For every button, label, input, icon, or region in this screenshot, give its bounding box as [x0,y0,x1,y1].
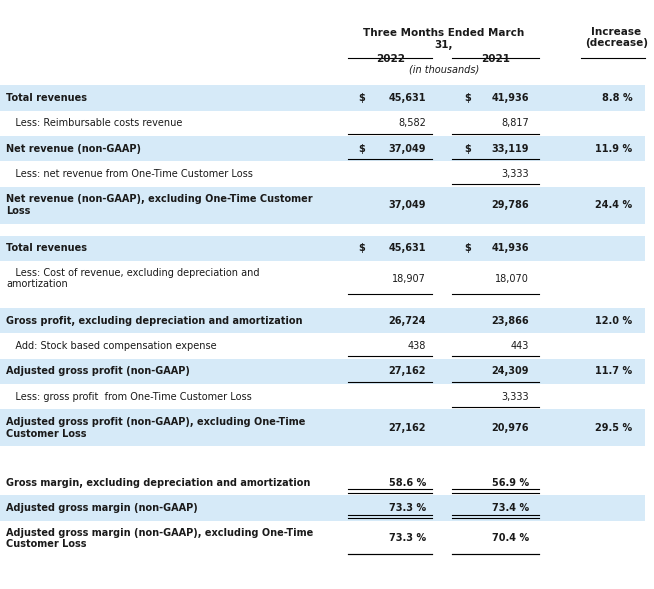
Text: 29.5 %: 29.5 % [595,423,632,433]
Text: $: $ [358,93,365,103]
Text: Less: net revenue from One-Time Customer Loss: Less: net revenue from One-Time Customer… [7,169,253,179]
Bar [0,111,645,136]
Text: Adjusted gross margin (non-GAAP): Adjusted gross margin (non-GAAP) [7,503,198,513]
Text: 27,162: 27,162 [388,423,426,433]
Bar [0,470,645,495]
Bar [0,296,645,308]
Bar [0,308,645,333]
Text: 3,333: 3,333 [502,169,529,179]
Text: Less: Cost of revenue, excluding depreciation and
amortization: Less: Cost of revenue, excluding depreci… [7,268,260,289]
Text: 8.8 %: 8.8 % [602,93,632,103]
Bar [0,224,645,236]
Text: $: $ [464,243,472,253]
Text: 26,724: 26,724 [388,316,426,326]
Text: Less: gross profit  from One-Time Customer Loss: Less: gross profit from One-Time Custome… [7,392,252,402]
Text: 8,582: 8,582 [398,118,426,128]
Text: Net revenue (non-GAAP): Net revenue (non-GAAP) [7,144,141,154]
Text: 3,333: 3,333 [502,392,529,402]
Text: Adjusted gross margin (non-GAAP), excluding One-Time
Customer Loss: Adjusted gross margin (non-GAAP), exclud… [7,528,314,549]
Text: $: $ [464,93,472,103]
Bar [0,85,645,111]
Bar [0,521,645,556]
Text: 41,936: 41,936 [492,243,529,253]
Text: 443: 443 [511,341,529,351]
Text: 45,631: 45,631 [388,93,426,103]
Text: 2021: 2021 [481,54,509,64]
Bar [0,384,645,409]
Bar [0,359,645,384]
Text: 37,049: 37,049 [388,200,426,210]
Bar [0,333,645,359]
Text: 73.3 %: 73.3 % [388,503,426,513]
Text: 45,631: 45,631 [388,243,426,253]
Text: Less: Reimbursable costs revenue: Less: Reimbursable costs revenue [7,118,183,128]
Text: 438: 438 [407,341,426,351]
Bar [0,409,645,446]
Text: Gross margin, excluding depreciation and amortization: Gross margin, excluding depreciation and… [7,478,311,488]
Bar [0,458,645,470]
Bar [0,236,645,261]
Text: 8,817: 8,817 [502,118,529,128]
Text: 37,049: 37,049 [388,144,426,154]
Text: Total revenues: Total revenues [7,93,88,103]
Text: Adjusted gross profit (non-GAAP): Adjusted gross profit (non-GAAP) [7,366,190,376]
Bar [0,495,645,521]
Text: Three Months Ended March
31,: Three Months Ended March 31, [363,28,525,50]
Text: Add: Stock based compensation expense: Add: Stock based compensation expense [7,341,217,351]
Text: Increase
(decrease): Increase (decrease) [585,27,647,48]
Text: 27,162: 27,162 [388,366,426,376]
Text: 58.6 %: 58.6 % [388,478,426,488]
Bar [0,446,645,458]
Text: $: $ [358,144,365,154]
Text: 20,976: 20,976 [492,423,529,433]
Bar [0,136,645,161]
Text: $: $ [358,243,365,253]
Text: 24.4 %: 24.4 % [595,200,632,210]
Bar [0,187,645,224]
Bar [0,161,645,187]
Text: 24,309: 24,309 [492,366,529,376]
Text: Adjusted gross profit (non-GAAP), excluding One-Time
Customer Loss: Adjusted gross profit (non-GAAP), exclud… [7,417,306,439]
Bar [0,18,645,85]
Text: 23,866: 23,866 [492,316,529,326]
Text: 33,119: 33,119 [492,144,529,154]
Text: 56.9 %: 56.9 % [492,478,529,488]
Text: (in thousands): (in thousands) [409,65,479,75]
Text: Gross profit, excluding depreciation and amortization: Gross profit, excluding depreciation and… [7,316,303,326]
Text: 73.4 %: 73.4 % [492,503,529,513]
Text: $: $ [464,144,472,154]
Text: 29,786: 29,786 [492,200,529,210]
Text: 12.0 %: 12.0 % [595,316,632,326]
Text: 2022: 2022 [376,54,405,64]
Text: 18,070: 18,070 [495,274,529,283]
Bar [0,261,645,296]
Text: 41,936: 41,936 [492,93,529,103]
Text: Net revenue (non-GAAP), excluding One-Time Customer
Loss: Net revenue (non-GAAP), excluding One-Ti… [7,194,313,216]
Text: 73.3 %: 73.3 % [388,534,426,543]
Text: Total revenues: Total revenues [7,243,88,253]
Text: 11.9 %: 11.9 % [595,144,632,154]
Text: 70.4 %: 70.4 % [492,534,529,543]
Text: 11.7 %: 11.7 % [595,366,632,376]
Text: 18,907: 18,907 [392,274,426,283]
